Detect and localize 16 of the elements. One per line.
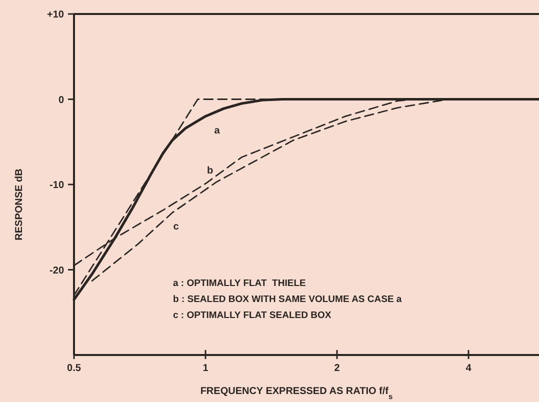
annotation: b (206, 166, 214, 176)
annotation: c : OPTIMALLY FLAT SEALED BOX (173, 310, 332, 321)
x-tick-label: 1 (202, 363, 209, 374)
y-tick-label: -10 (50, 180, 64, 191)
y-tick-label: +10 (47, 10, 64, 20)
annotation: c (173, 222, 180, 232)
x-tick-label: 2 (334, 363, 340, 374)
annotation: a (214, 126, 220, 136)
x-axis-title: FREQUENCY EXPRESSED AS RATIO f/f$_{s}$ (200, 386, 393, 400)
y-tick-label: -20 (50, 265, 64, 276)
annotation: a : OPTIMALLY FLAT THIELE (173, 278, 306, 289)
annotation: b : SEALED BOX WITH SAME VOLUME AS CASE a (173, 294, 402, 305)
y-axis-title: RESPONSE dB (14, 168, 25, 240)
x-tick-label: 0.5 (67, 363, 82, 374)
x-tick-label: 4 (466, 363, 472, 374)
y-tick-label: 0 (58, 94, 64, 106)
